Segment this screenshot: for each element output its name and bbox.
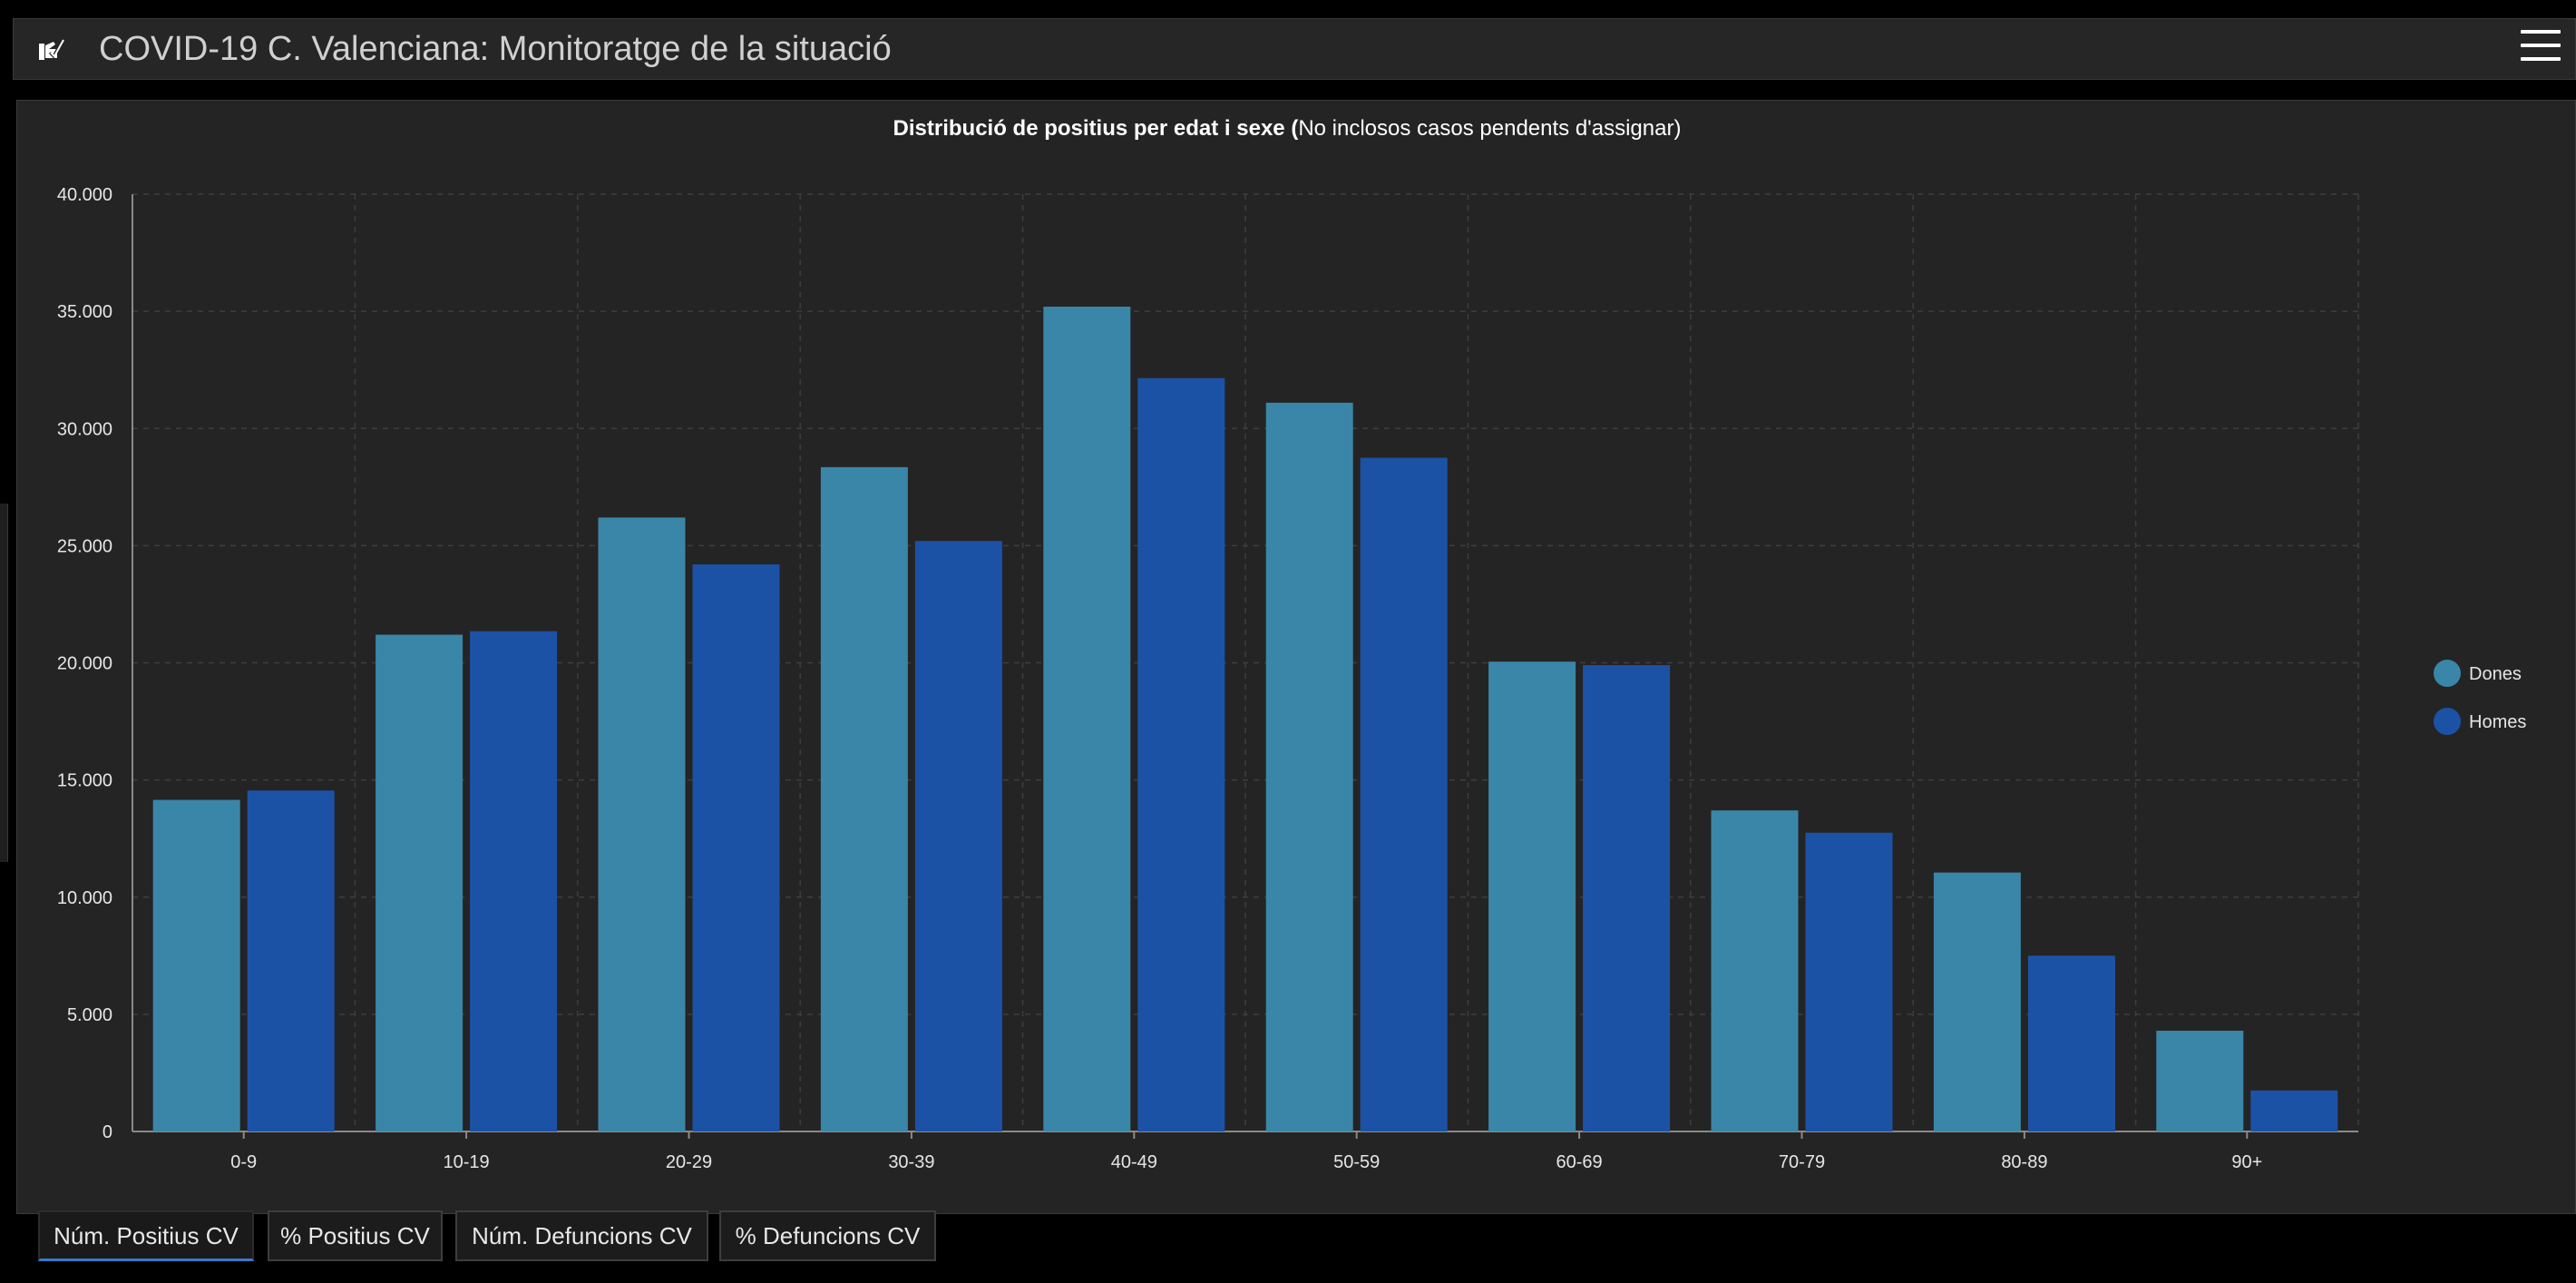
bar-dones-90+: [2156, 1030, 2244, 1131]
tab-bar: Núm. Positius CV % Positius CV Núm. Defu…: [0, 1210, 2576, 1265]
bar-homes-60-69: [1583, 665, 1671, 1131]
legend-swatch-homes: [2434, 708, 2461, 735]
bar-dones-30-39: [820, 466, 908, 1131]
y-tick-label: 20.000: [57, 654, 112, 674]
y-tick-label: 25.000: [57, 536, 112, 556]
bar-homes-0-9: [247, 790, 335, 1131]
bar-homes-50-59: [1360, 457, 1448, 1131]
y-tick-label: 10.000: [57, 888, 112, 908]
bar-dones-50-59: [1265, 402, 1353, 1131]
x-tick-label: 60-69: [1556, 1152, 1603, 1172]
hamburger-menu-icon[interactable]: [2521, 30, 2561, 66]
bar-homes-80-89: [2027, 955, 2115, 1131]
bar-dones-20-29: [598, 517, 686, 1131]
tab-pct-positius[interactable]: % Positius CV: [268, 1210, 443, 1261]
chart-title-note: No inclosos casos pendents d'assignar): [1298, 116, 1682, 141]
y-tick-label: 15.000: [57, 771, 112, 791]
x-tick-label: 40-49: [1111, 1152, 1157, 1172]
bar-chart: 0 5.000 10.000 15.000 20.000 25.000 30.000 35.0…: [57, 185, 2527, 1172]
x-tick-label: 10-19: [444, 1152, 490, 1172]
y-tick-label: 30.000: [57, 419, 112, 439]
chart-title-main: Distribució de positius per edat i sexe …: [893, 116, 1299, 141]
chart-title: Distribució de positius per edat i sexe …: [0, 116, 2574, 142]
x-tick-label: 70-79: [1779, 1152, 1825, 1172]
app-header: COVID-19 C. Valenciana: Monitoratge de l…: [13, 18, 2576, 80]
x-tick-label: 50-59: [1333, 1152, 1380, 1172]
bar-homes-20-29: [692, 564, 780, 1131]
bar-dones-10-19: [376, 634, 463, 1131]
tab-num-defuncions[interactable]: Núm. Defuncions CV: [455, 1210, 708, 1261]
hand-checkmark-icon: [39, 39, 64, 60]
x-tick-label: 0-9: [230, 1152, 257, 1172]
bar-dones-0-9: [152, 799, 240, 1131]
y-tick-label: 0: [102, 1122, 112, 1142]
tab-num-positius[interactable]: Núm. Positius CV: [38, 1210, 254, 1261]
legend-label-dones: Dones: [2469, 664, 2522, 684]
bar-homes-90+: [2250, 1090, 2338, 1131]
x-tick-label: 80-89: [2001, 1152, 2047, 1172]
app-title: COVID-19 C. Valenciana: Monitoratge de l…: [99, 30, 892, 68]
y-tick-label: 40.000: [57, 185, 112, 205]
bar-dones-70-79: [1711, 810, 1799, 1131]
side-panel-handle[interactable]: [0, 504, 8, 862]
x-tick-label: 20-29: [666, 1152, 712, 1172]
legend-swatch-dones: [2434, 660, 2461, 687]
bar-homes-10-19: [470, 631, 558, 1131]
tab-pct-defuncions[interactable]: % Defuncions CV: [719, 1210, 936, 1261]
bar-dones-40-49: [1043, 306, 1131, 1132]
y-tick-label: 5.000: [67, 1005, 112, 1025]
bar-homes-40-49: [1137, 377, 1225, 1131]
x-tick-label: 30-39: [888, 1152, 934, 1172]
y-tick-label: 35.000: [57, 302, 112, 322]
bar-homes-70-79: [1805, 832, 1893, 1131]
bar-dones-60-69: [1488, 661, 1576, 1131]
bar-homes-30-39: [914, 541, 1002, 1131]
x-tick-label: 90+: [2231, 1152, 2262, 1172]
legend-label-homes: Homes: [2469, 712, 2526, 732]
bar-dones-80-89: [1933, 872, 2021, 1131]
